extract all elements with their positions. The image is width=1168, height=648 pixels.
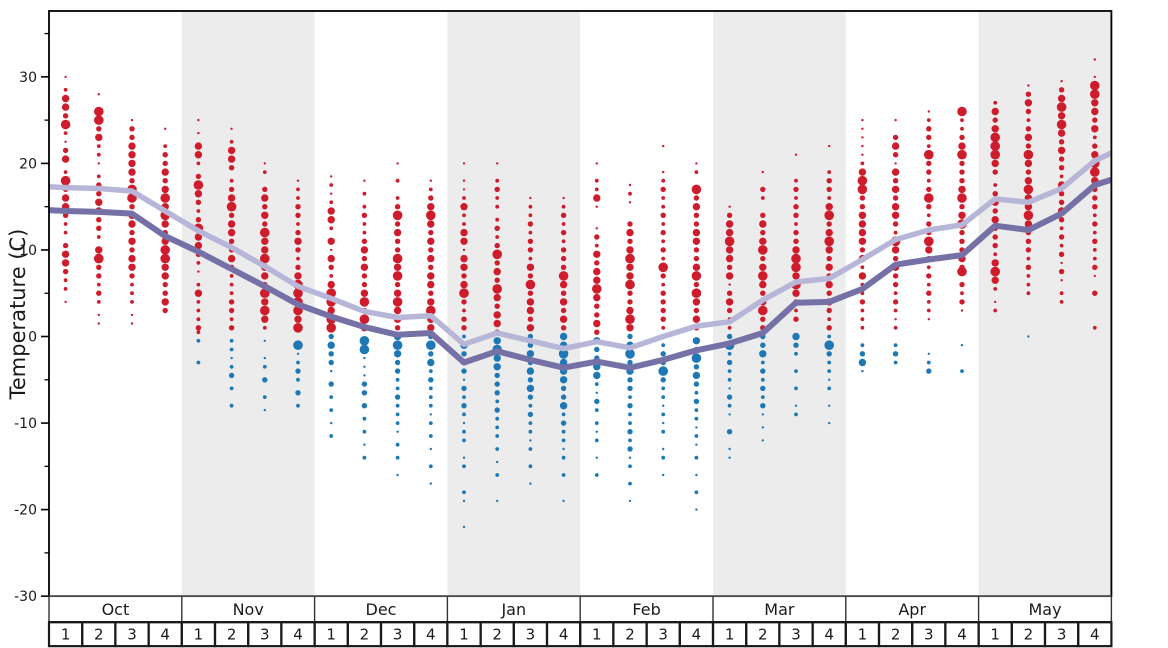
month-label-nov: Nov [233,600,264,619]
week-label-may-1: 1 [990,626,1000,644]
week-label-apr-2: 2 [891,626,901,644]
week-label-nov-1: 1 [194,626,204,644]
week-label-oct-1: 1 [61,626,71,644]
y-axis-title: Temperature (C) [6,228,30,400]
week-label-dec-2: 2 [360,626,370,644]
y-tick-label--20: -20 [14,503,37,519]
week-label-feb-4: 4 [692,626,702,644]
y-tick-label--10: -10 [14,416,37,432]
month-shade-bands [181,11,1112,597]
y-tick-label-30: 30 [19,70,37,86]
y-tick-label--30: -30 [14,589,37,605]
y-axis-ticks: 30 20 10 0 -10 -20 -30 [14,32,49,605]
week-label-apr-4: 4 [957,626,967,644]
dot-column-nov-w4 [293,179,303,408]
month-label-oct: Oct [102,600,130,619]
week-label-jan-1: 1 [459,626,469,644]
dot-column-apr-w3 [924,110,934,374]
dot-column-apr-w1 [857,118,868,373]
dot-column-may-w2 [1023,84,1034,338]
dot-column-mar-w4 [824,144,834,425]
week-label-oct-2: 2 [94,626,104,644]
week-label-oct-3: 3 [127,626,137,644]
month-label-mar: Mar [764,600,795,619]
month-label-feb: Feb [632,600,660,619]
average-high-line [48,150,1113,352]
month-label-may: May [1028,600,1061,619]
week-label-mar-1: 1 [725,626,735,644]
week-label-jan-3: 3 [526,626,536,644]
average-low-line [48,176,1113,371]
dot-column-dec-w3 [392,162,403,477]
dot-column-nov-w1 [193,118,204,365]
dot-column-nov-w2 [226,127,237,408]
week-label-feb-1: 1 [592,626,602,644]
dot-column-feb-w3 [658,144,668,477]
month-label-dec: Dec [366,600,397,619]
week-label-mar-2: 2 [758,626,768,644]
dot-column-jan-w1 [459,162,469,529]
week-label-dec-4: 4 [426,626,436,644]
week-label-nov-2: 2 [227,626,237,644]
week-label-nov-4: 4 [293,626,303,644]
x-axis-table: Oct 1 2 3 4 Nov 1 2 3 4 Dec 1 2 3 4 Jan 1 2 3 4 Feb 1 2 3 4 Mar 1 2… [47,595,1113,648]
month-label-jan: Jan [500,600,526,619]
week-label-may-3: 3 [1057,626,1067,644]
week-label-dec-3: 3 [393,626,403,644]
week-label-jan-2: 2 [492,626,502,644]
dot-column-oct-w3 [127,118,137,325]
y-tick-label-20: 20 [19,156,37,172]
week-label-jan-4: 4 [559,626,569,644]
dot-column-feb-w1 [592,162,602,477]
dot-column-may-w1 [990,100,1000,313]
week-label-mar-3: 3 [791,626,801,644]
dot-column-jan-w4 [558,196,569,503]
week-label-mar-4: 4 [824,626,834,644]
dot-column-jan-w2 [492,162,503,503]
shaded-band-may [978,11,1112,597]
dot-column-feb-w2 [625,183,635,503]
dot-column-apr-w4 [957,106,967,373]
dot-column-feb-w4 [691,162,702,511]
shaded-band-jan [447,11,581,597]
week-label-dec-1: 1 [326,626,336,644]
week-label-may-4: 4 [1090,626,1100,644]
dot-column-dec-w2 [359,179,370,460]
dot-column-dec-w1 [326,175,337,438]
week-label-nov-3: 3 [260,626,270,644]
week-label-feb-3: 3 [658,626,668,644]
week-label-may-2: 2 [1024,626,1034,644]
y-tick-label-0: 0 [28,330,37,346]
week-label-apr-1: 1 [858,626,868,644]
week-label-feb-2: 2 [625,626,635,644]
month-label-apr: Apr [898,600,926,619]
y-tick-label-10: 10 [19,243,37,259]
dot-column-oct-w4 [160,127,170,314]
week-label-oct-4: 4 [160,626,170,644]
week-label-apr-3: 3 [924,626,934,644]
